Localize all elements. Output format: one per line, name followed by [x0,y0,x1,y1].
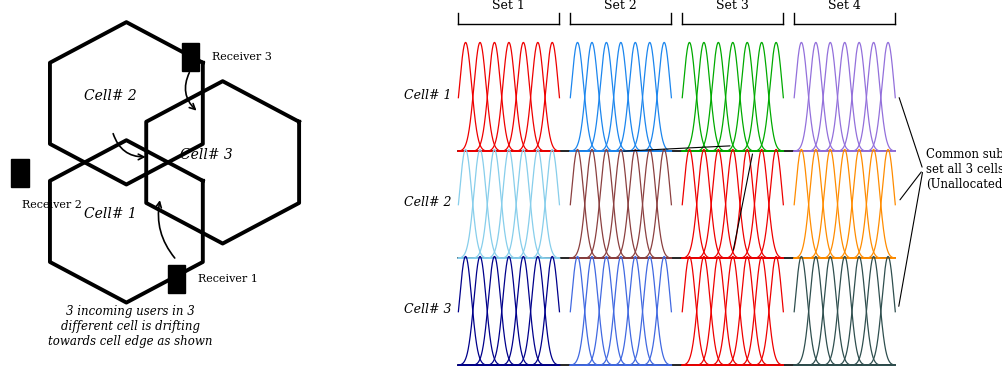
Text: Cell# 2: Cell# 2 [84,89,136,103]
Bar [11,159,29,187]
Bar [181,43,199,71]
Text: Set 3: Set 3 [715,0,748,12]
Text: Set 1: Set 1 [492,0,525,12]
Text: Cell# 3: Cell# 3 [404,303,451,315]
Bar [167,265,185,293]
Text: Cell# 2: Cell# 2 [404,196,451,208]
Text: Set 4: Set 4 [828,0,861,12]
Text: Cell# 3: Cell# 3 [180,148,232,162]
Text: Set 2: Set 2 [604,0,636,12]
Text: Cell# 1: Cell# 1 [84,207,136,221]
Text: Receiver 1: Receiver 1 [197,273,258,284]
Text: Receiver 3: Receiver 3 [211,52,272,62]
Text: Cell# 1: Cell# 1 [404,89,451,101]
Text: 3 incoming users in 3
different cell is drifting
towards cell edge as shown: 3 incoming users in 3 different cell is … [48,305,212,348]
Text: Receiver 2: Receiver 2 [22,200,81,210]
Text: Common sub-carrier
set all 3 cells
(Unallocated): Common sub-carrier set all 3 cells (Unal… [925,148,1002,191]
